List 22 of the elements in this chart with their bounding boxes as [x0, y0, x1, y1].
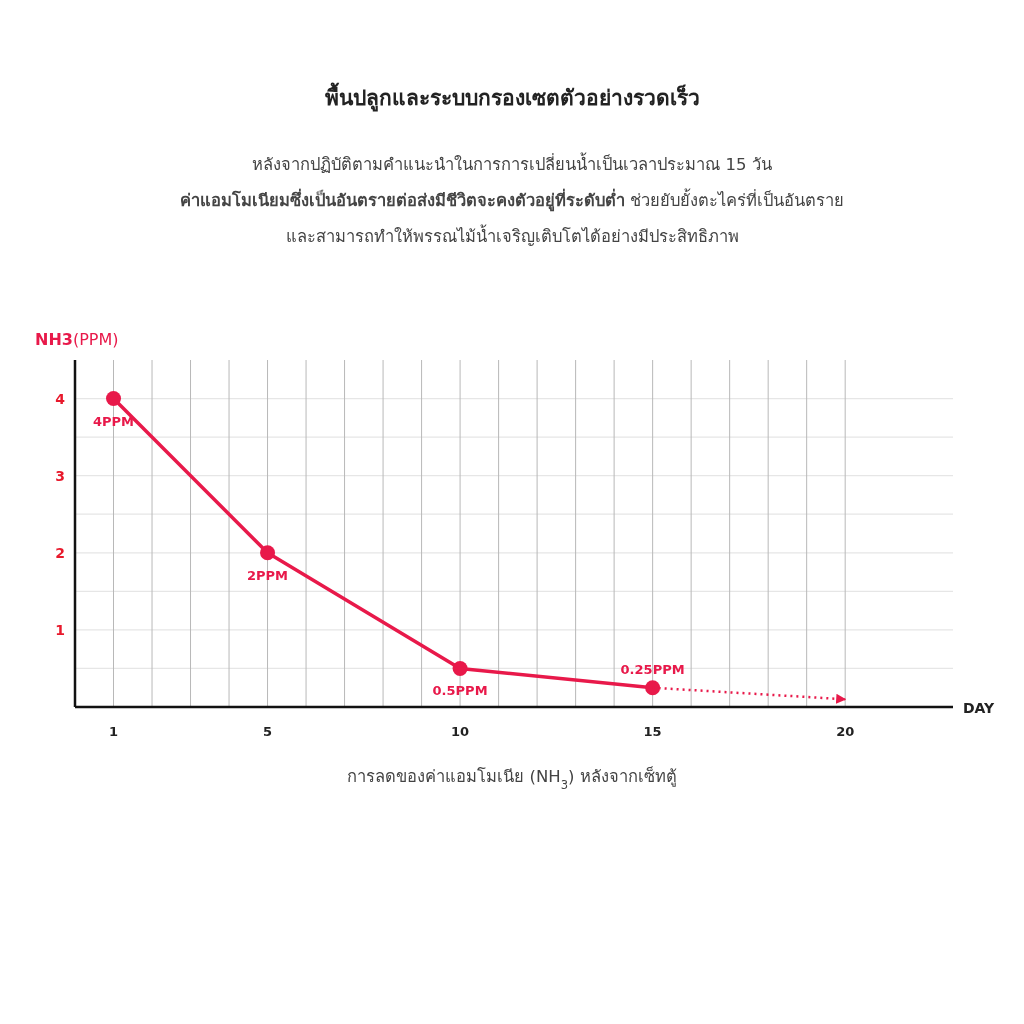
y-tick-label: 3: [55, 467, 65, 484]
y-tick-label: 4: [55, 390, 66, 407]
y-tick-label: 2: [55, 544, 65, 561]
x-tick-label: 15: [643, 724, 662, 739]
x-tick-label: 20: [836, 724, 855, 739]
data-label: 2PPM: [247, 567, 289, 583]
x-tick-label: 5: [263, 724, 273, 739]
data-label: 4PPM: [92, 413, 135, 429]
x-axis-title: DAY: [963, 700, 996, 716]
y-axis-title: NH3(PPM): [35, 330, 119, 349]
point: [452, 660, 468, 676]
chart-title: พื้นปลูกและระบบกรองเซตตัวอย่างรวดเร็ว: [324, 82, 700, 112]
point: [260, 545, 276, 561]
chart-subtitle: หลังจากปฏิบัติตามคำแนะนำในการการเปลี่ยนน้ำเป็นเวลาประมาณ 15 วัน ค่าแอมโมเนียมซึ่งเป็นอันตรายต่อส่งมีชีวิตจะคงตัวอยู่ที่ระดับต่ำ ช่วยยับยั้งตะไคร่ที่เป็นอันตราย และสามารถทำให้พรรณไม้น้ำเจริญเติบโตได้อย่างมีประสิทธิภาพ: [179, 152, 845, 246]
text: การลดของค่าแอมโมเนีย (NH$_{3}$) หลังจากเซ็ทตู้: [347, 766, 677, 792]
x-tick-label: 10: [451, 724, 470, 739]
point: [106, 391, 122, 407]
data-label: 0.25PPM: [620, 661, 685, 677]
data-label: 0.5PPM: [432, 683, 488, 699]
x-tick-label: 1: [108, 724, 119, 739]
y-tick-label: 1: [55, 621, 65, 638]
point: [645, 680, 661, 696]
